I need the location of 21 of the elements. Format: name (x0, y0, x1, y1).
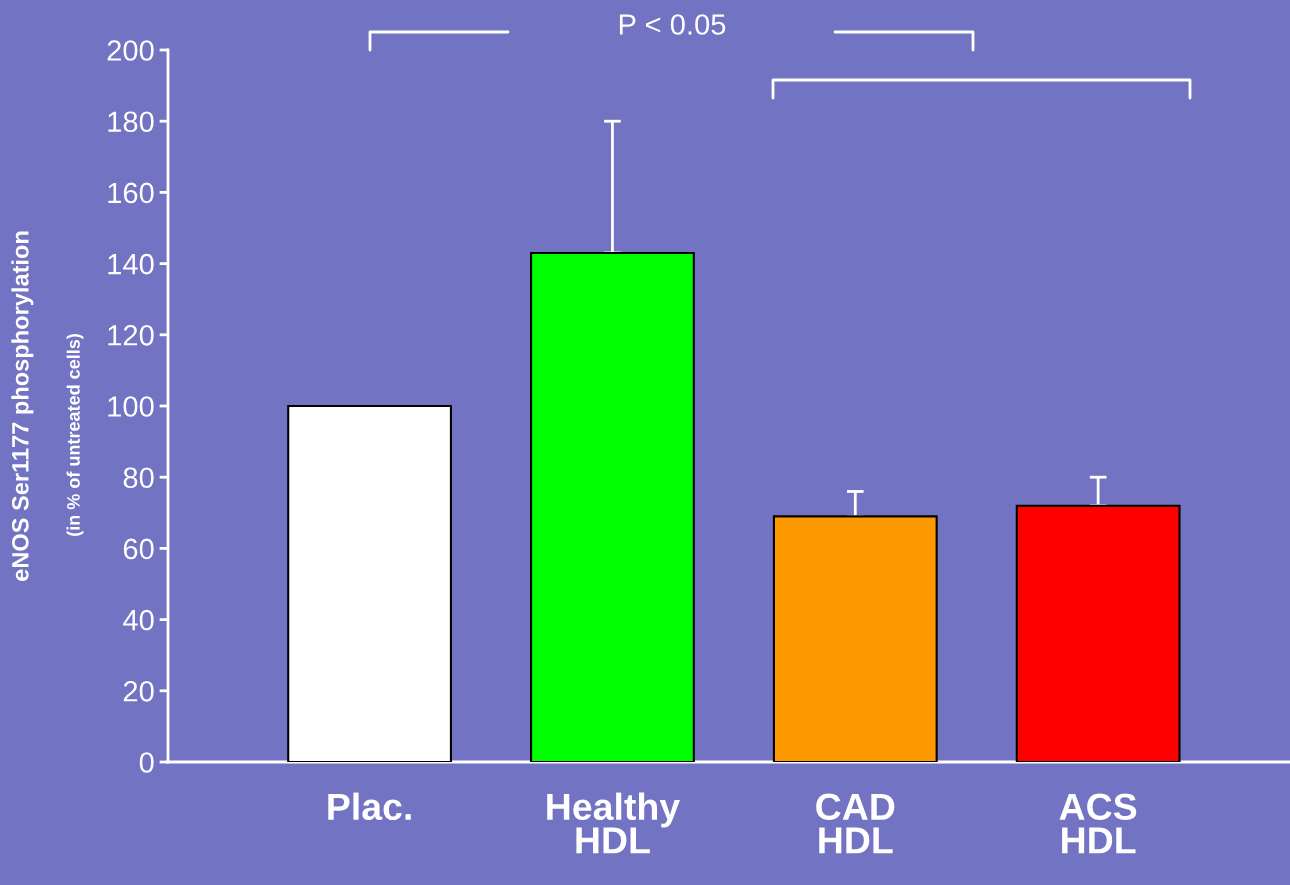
y-axis-title: eNOS Ser1177 phosphorylation (11, 231, 34, 581)
text: P < 0.05 (619, 14, 726, 35)
y-tick-label: 60 (123, 538, 154, 560)
y-tick-label: 80 (123, 467, 154, 489)
y-tick-label: 40 (123, 609, 154, 631)
text: (in % of untreated cells) (66, 334, 84, 536)
y-tick-label: 20 (123, 681, 154, 702)
x-tick-label: CAD HDL (816, 793, 895, 854)
y-tick-label: 0 (139, 752, 154, 773)
bar (772, 515, 938, 762)
bar (1015, 504, 1181, 762)
x-tick-label: Plac. (328, 792, 411, 821)
y-tick-label: 160 (108, 182, 154, 204)
y-tick-label: 100 (108, 396, 154, 417)
x-tick-label: Healthy HDL (547, 792, 680, 854)
y-tick-label: 180 (108, 111, 154, 133)
x-tick-label: ACS HDL (1059, 793, 1137, 854)
y-tick-label: 120 (108, 325, 154, 346)
y-tick-label: 140 (108, 253, 154, 275)
bar (530, 251, 695, 762)
y-tick-label: 200 (107, 40, 154, 61)
